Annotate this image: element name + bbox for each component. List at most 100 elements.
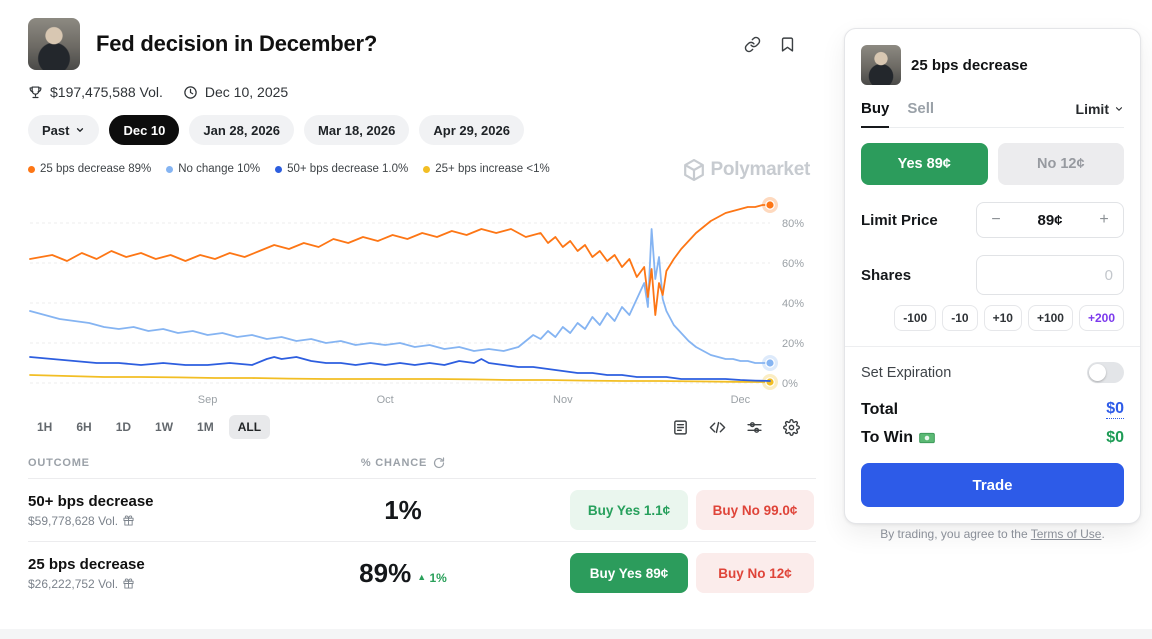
copy-link-icon[interactable] [744, 36, 761, 53]
legend-item: No change 10% [166, 163, 260, 175]
svg-text:Nov: Nov [553, 394, 573, 406]
tab-apr-29-label: Apr 29, 2026 [433, 122, 510, 138]
timeframe-1h[interactable]: 1H [28, 415, 61, 439]
outcome-row-50bps[interactable]: 50+ bps decrease $59,778,628 Vol. 1% Buy… [28, 478, 816, 541]
trade-panel-header: 25 bps decrease [861, 45, 1124, 85]
divider [845, 346, 1140, 347]
legend-item: 25+ bps increase <1% [423, 163, 550, 175]
legend-label: 25+ bps increase <1% [435, 163, 550, 175]
buy-no-button[interactable]: Buy No 12¢ [696, 553, 814, 593]
svg-text:0%: 0% [782, 378, 798, 390]
toggle-knob [1089, 364, 1106, 381]
news-doc-icon[interactable] [672, 419, 689, 436]
total-value[interactable]: $0 [1106, 400, 1124, 419]
svg-text:80%: 80% [782, 218, 804, 230]
date-value: Dec 10, 2025 [204, 84, 289, 100]
timeframe-1w[interactable]: 1W [146, 415, 182, 439]
terms-of-use-link[interactable]: Terms of Use [1030, 527, 1102, 541]
limit-price-stepper: − 89¢ + [976, 202, 1124, 238]
trade-panel: 25 bps decrease Buy Sell Limit Yes 89¢ N… [844, 28, 1141, 524]
gear-icon[interactable] [783, 418, 800, 436]
svg-text:Oct: Oct [377, 394, 394, 406]
outcome-info: 50+ bps decrease $59,778,628 Vol. [28, 493, 278, 528]
tab-mar-18-label: Mar 18, 2026 [318, 122, 396, 138]
buy-no-button[interactable]: Buy No 99.0¢ [696, 490, 814, 530]
outcome-title: 25 bps decrease [28, 555, 145, 573]
tab-sell[interactable]: Sell [907, 100, 935, 117]
decrease-price-button[interactable]: − [977, 211, 1015, 229]
timeframe-1d[interactable]: 1D [107, 415, 140, 439]
quick-minus-100-button[interactable]: -100 [894, 305, 937, 331]
timeframe-1m[interactable]: 1M [188, 415, 223, 439]
gift-icon[interactable] [123, 578, 134, 589]
outcome-volume-value: $59,778,628 Vol. [28, 513, 119, 528]
limit-price-value: 89¢ [1037, 211, 1063, 229]
quick-plus-200-button[interactable]: +200 [1078, 305, 1124, 331]
chart-block: 25 bps decrease 89% No change 10% 50+ bp… [28, 159, 816, 413]
legend-item: 50+ bps decrease 1.0% [275, 163, 408, 175]
buy-yes-button[interactable]: Buy Yes 1.1¢ [570, 490, 688, 530]
yes-button[interactable]: Yes 89¢ [861, 143, 988, 185]
svg-text:20%: 20% [782, 338, 804, 350]
quick-amount-buttons: -100 -10 +10 +100 +200 [861, 305, 1124, 331]
no-button[interactable]: No 12¢ [997, 143, 1124, 185]
tab-past-label: Past [42, 122, 70, 138]
quick-minus-10-button[interactable]: -10 [942, 305, 978, 331]
timeframe-all[interactable]: ALL [228, 415, 271, 439]
cash-icon [919, 432, 935, 444]
outcome-chance: 89% ▲ 1% [278, 558, 528, 589]
svg-text:60%: 60% [782, 258, 804, 270]
quick-plus-100-button[interactable]: +100 [1027, 305, 1073, 331]
market-main-column: Fed decision in December? $197,475,588 V… [28, 18, 816, 604]
tab-mar-18-2026[interactable]: Mar 18, 2026 [304, 115, 410, 145]
header-actions [744, 36, 816, 53]
expiration-toggle[interactable] [1087, 362, 1124, 383]
polymarket-logo-icon [683, 159, 704, 181]
outcome-volume-value: $26,222,752 Vol. [28, 576, 119, 591]
tab-jan-28-2026[interactable]: Jan 28, 2026 [189, 115, 295, 145]
order-type-value: Limit [1075, 100, 1109, 117]
shares-input[interactable] [976, 255, 1124, 295]
outcome-chance: 1% [278, 495, 528, 526]
legend-label: 50+ bps decrease 1.0% [287, 163, 409, 175]
volume-stat: $197,475,588 Vol. [28, 84, 163, 100]
market-avatar [28, 18, 80, 70]
refresh-icon[interactable] [433, 457, 445, 469]
date-tabs: Past Dec 10 Jan 28, 2026 Mar 18, 2026 Ap… [28, 115, 816, 145]
sliders-icon[interactable] [746, 419, 763, 436]
bottom-divider-strip [0, 629, 1152, 639]
gift-icon[interactable] [123, 515, 134, 526]
tab-apr-29-2026[interactable]: Apr 29, 2026 [419, 115, 524, 145]
order-type-dropdown[interactable]: Limit [1076, 101, 1124, 127]
legend-item: 25 bps decrease 89% [28, 163, 151, 175]
tab-dec-10[interactable]: Dec 10 [109, 115, 180, 145]
quick-plus-10-button[interactable]: +10 [983, 305, 1022, 331]
buy-sell-tabs: Buy Sell Limit [861, 100, 1124, 128]
trade-button[interactable]: Trade [861, 463, 1124, 507]
set-expiration-label: Set Expiration [861, 364, 952, 381]
to-win-row: To Win $0 [861, 429, 1124, 447]
to-win-label: To Win [861, 429, 935, 447]
tab-jan-28-label: Jan 28, 2026 [203, 122, 281, 138]
tab-buy[interactable]: Buy [861, 100, 890, 128]
svg-text:Dec: Dec [731, 394, 751, 406]
bookmark-icon[interactable] [779, 36, 796, 53]
increase-price-button[interactable]: + [1085, 211, 1123, 229]
timeframe-6h[interactable]: 6H [67, 415, 100, 439]
svg-text:40%: 40% [782, 298, 804, 310]
to-win-value: $0 [1106, 429, 1124, 446]
column-chance-label: % CHANCE [360, 457, 428, 469]
outcome-buttons: Buy Yes 89¢ Buy No 12¢ [570, 553, 816, 593]
date-stat: Dec 10, 2025 [183, 84, 288, 100]
disclaimer-period: . [1101, 527, 1105, 541]
outcome-row-25bps[interactable]: 25 bps decrease $26,222,752 Vol. 89% ▲ 1%… [28, 541, 816, 604]
tab-past[interactable]: Past [28, 115, 100, 145]
chance-value: 1% [384, 494, 422, 525]
embed-code-icon[interactable] [709, 419, 726, 436]
chance-change: ▲ 1% [417, 571, 447, 585]
price-chart[interactable]: 0% 20% 40% 60% 80% Sep Oct Nov Dec [28, 185, 820, 413]
buy-yes-button[interactable]: Buy Yes 89¢ [570, 553, 688, 593]
tab-dec-10-label: Dec 10 [123, 122, 166, 138]
timeframe-buttons: 1H 6H 1D 1W 1M ALL [28, 415, 271, 439]
